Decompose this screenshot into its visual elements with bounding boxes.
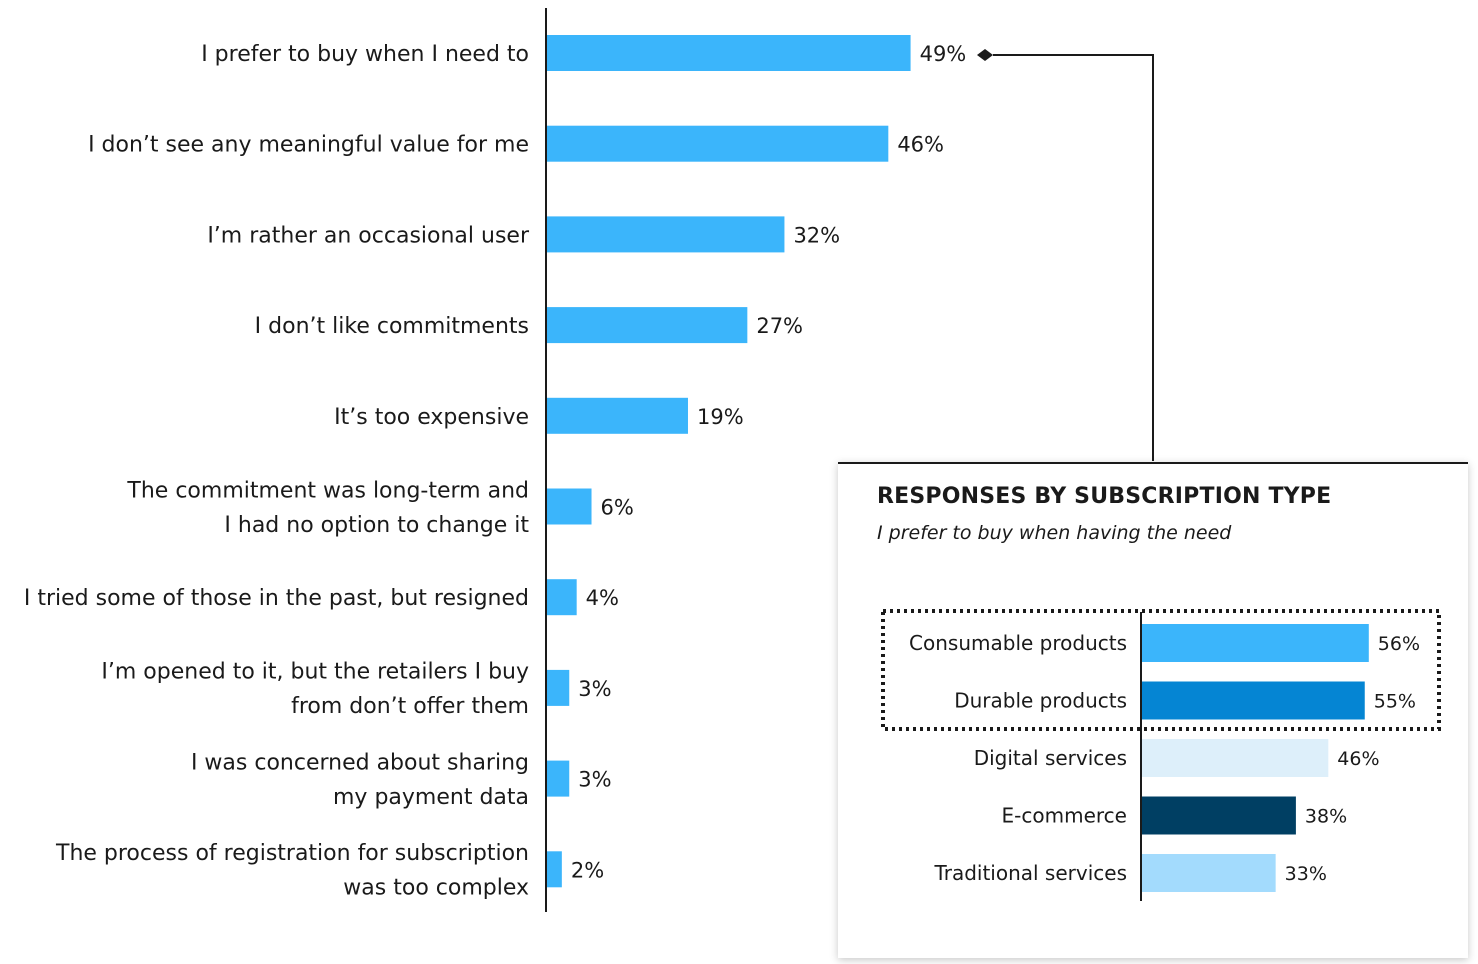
inset-bar-4 bbox=[1142, 854, 1276, 892]
value-label-4: 19% bbox=[697, 405, 744, 429]
inset-value-label-3: 38% bbox=[1305, 806, 1347, 828]
bar-0 bbox=[547, 35, 911, 71]
value-label-9: 2% bbox=[571, 858, 604, 882]
category-label-7-line-0: I’m opened to it, but the retailers I bu… bbox=[101, 660, 529, 685]
value-label-5: 6% bbox=[601, 496, 634, 520]
bar-6 bbox=[547, 579, 577, 616]
category-label-0: I prefer to buy when I need to bbox=[201, 42, 529, 67]
category-label-9-line-0: The process of registration for subscrip… bbox=[55, 841, 529, 866]
value-label-1: 46% bbox=[897, 133, 944, 157]
inset-subtitle: I prefer to buy when having the need bbox=[877, 522, 1232, 544]
inset-category-label-1: Durable products bbox=[954, 689, 1127, 713]
inset-value-label-1: 55% bbox=[1374, 691, 1416, 713]
bar-2 bbox=[547, 216, 785, 253]
bar-8 bbox=[547, 760, 570, 797]
category-label-5-line-1: I had no option to change it bbox=[224, 513, 529, 538]
inset-value-label-0: 56% bbox=[1378, 633, 1420, 655]
inset-category-label-0: Consumable products bbox=[909, 631, 1127, 655]
inset-panel: RESPONSES BY SUBSCRIPTION TYPE I prefer … bbox=[838, 462, 1468, 958]
connector-line bbox=[993, 54, 1154, 461]
inset-bar-0 bbox=[1142, 624, 1369, 662]
inset-value-label-2: 46% bbox=[1337, 748, 1379, 770]
value-label-8: 3% bbox=[578, 768, 611, 792]
bar-7 bbox=[547, 669, 570, 706]
category-label-8-line-1: my payment data bbox=[333, 785, 529, 810]
inset-title: RESPONSES BY SUBSCRIPTION TYPE bbox=[877, 484, 1332, 509]
inset-category-label-3: E-commerce bbox=[1002, 804, 1127, 828]
inset-bar-1 bbox=[1142, 681, 1365, 720]
inset-category-label-2: Digital services bbox=[974, 746, 1127, 770]
value-label-2: 32% bbox=[793, 223, 840, 247]
category-label-4: It’s too expensive bbox=[334, 405, 529, 430]
category-label-9-line-1: was too complex bbox=[343, 876, 529, 901]
bar-9 bbox=[547, 851, 562, 888]
connector-diamond-marker bbox=[977, 49, 993, 61]
inset-bar-chart: 56% Consumable products 55% Durable product… bbox=[881, 609, 1441, 901]
bar-5 bbox=[547, 488, 592, 525]
value-label-7: 3% bbox=[578, 677, 611, 701]
bar-1 bbox=[547, 125, 889, 162]
category-label-1: I don’t see any meaningful value for me bbox=[88, 133, 529, 158]
category-label-7-line-1: from don’t offer them bbox=[291, 694, 529, 719]
category-label-8-line-0: I was concerned about sharing bbox=[191, 750, 529, 775]
value-label-6: 4% bbox=[586, 586, 619, 610]
bar-4 bbox=[547, 397, 688, 434]
value-label-0: 49% bbox=[920, 42, 967, 66]
category-label-3: I don’t like commitments bbox=[255, 314, 529, 339]
inset-bar-2 bbox=[1142, 739, 1329, 777]
highlight-dotted-box bbox=[881, 609, 1441, 731]
category-label-2: I’m rather an occasional user bbox=[207, 223, 530, 248]
category-label-6: I tried some of those in the past, but r… bbox=[24, 586, 529, 611]
bar-3 bbox=[547, 307, 748, 344]
inset-value-label-4: 33% bbox=[1285, 863, 1327, 885]
category-label-5-line-0: The commitment was long-term and bbox=[126, 478, 529, 503]
inset-bar-3 bbox=[1142, 796, 1296, 835]
inset-category-label-4: Traditional services bbox=[933, 861, 1127, 885]
value-label-3: 27% bbox=[756, 314, 803, 338]
